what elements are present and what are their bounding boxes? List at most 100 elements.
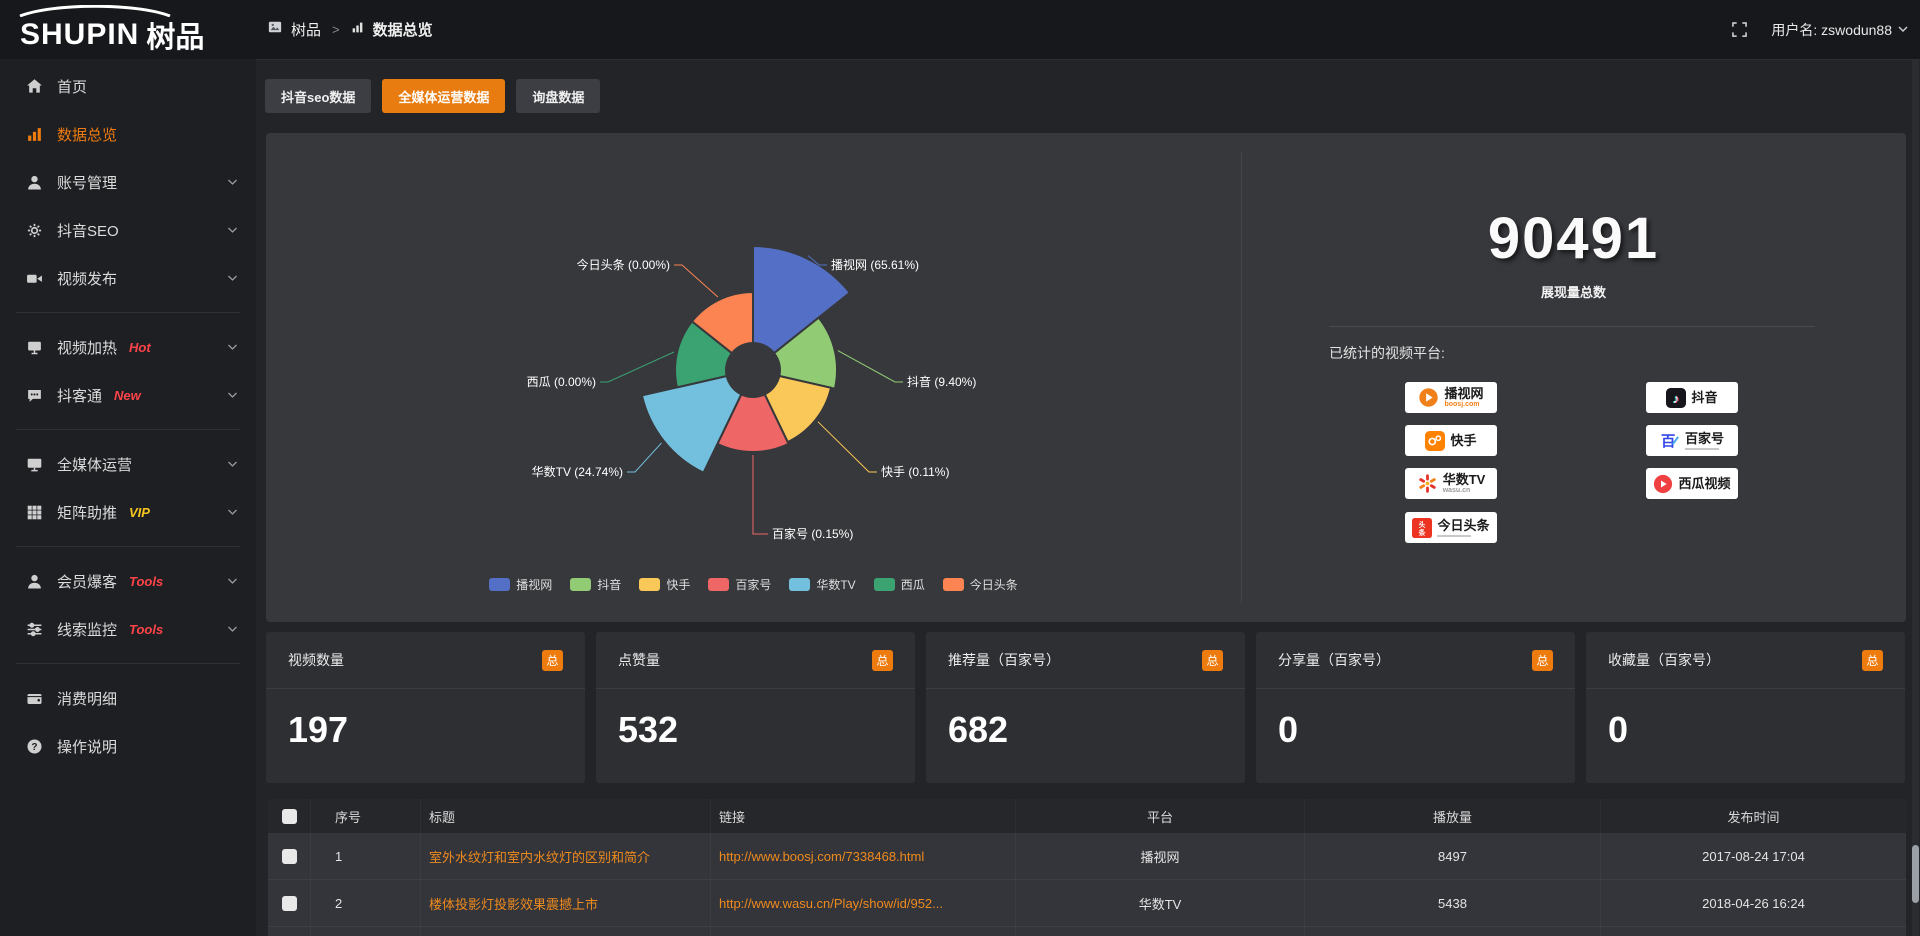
account-manage-icon: [26, 173, 44, 191]
sidebar-item-label: 线索监控: [57, 621, 118, 639]
row-checkbox[interactable]: [281, 848, 297, 864]
stat-card-header: 推荐量（百家号） 总: [926, 632, 1245, 689]
pie-slice-6[interactable]: [690, 290, 754, 355]
legend-item-2[interactable]: 快手: [639, 576, 690, 593]
column-header-4: 播放量: [1304, 799, 1600, 833]
stat-card-title: 收藏量（百家号）: [1608, 652, 1720, 668]
sidebar-item-label: 数据总览: [57, 126, 118, 144]
sidebar-item-matrix-boost[interactable]: 矩阵助推 VIP: [0, 488, 256, 536]
pie-label-leader: [627, 442, 662, 473]
user-menu[interactable]: 用户名: zswodun88: [1771, 20, 1908, 40]
pie-label-leader: [817, 421, 877, 473]
platform-badge-wasu: 华数TV wasu.cn: [1405, 468, 1497, 499]
sidebar-item-account-manage[interactable]: 账号管理: [0, 158, 256, 206]
sidebar: SHUPIN 树品 首页数据总览账号管理 抖音SEO 视频发布视频加热 Hot 抖客通 N…: [0, 0, 256, 936]
sidebar-item-clue-monitor[interactable]: 线索监控 Tools: [0, 605, 256, 653]
cell-plays: [1304, 927, 1600, 936]
bar-chart-icon: [351, 21, 364, 39]
sidebar-item-consume-detail[interactable]: 消费明细: [0, 674, 256, 722]
summary-divider: [1329, 326, 1815, 327]
cell-platform: 播视网: [1015, 833, 1304, 879]
svg-text:♪: ♪: [1674, 391, 1680, 406]
stat-card-3: 分享量（百家号） 总 0: [1256, 632, 1575, 783]
video-url-link[interactable]: http://www.wasu.cn/Play/show/id/952...: [719, 895, 943, 911]
stat-card-header: 分享量（百家号） 总: [1256, 632, 1575, 689]
legend-label: 抖音: [597, 578, 622, 592]
row-checkbox-cell: [268, 880, 310, 926]
legend-item-4[interactable]: 华数TV: [789, 576, 856, 593]
scrollbar-thumb[interactable]: [1912, 845, 1919, 903]
chevron-down-icon: [227, 578, 238, 585]
platform-subtext-bar: [1437, 534, 1472, 537]
app-logo[interactable]: SHUPIN 树品: [0, 0, 256, 59]
douyin-logo-icon: ♪ ♪ ♪: [1666, 387, 1687, 408]
fullscreen-icon[interactable]: [1732, 22, 1748, 37]
douketong-icon: [26, 386, 44, 404]
chevron-down-icon: [227, 179, 238, 186]
sidebar-item-badge: Hot: [129, 339, 151, 355]
column-header-0: 序号: [310, 799, 420, 833]
pie-label: 华数TV (24.74%): [532, 464, 623, 479]
stat-card-title: 点赞量: [618, 652, 660, 668]
chart-legend: 播视网 抖音 快手 百家号 华数TV 西瓜 今日头条: [266, 576, 1241, 593]
video-title-link[interactable]: 室外水纹灯和室内水纹灯的区别和简介: [429, 849, 651, 865]
sidebar-item-member-baoke[interactable]: 会员爆客 Tools: [0, 557, 256, 605]
cell-plays: 8497: [1304, 833, 1600, 879]
pie-slice-1[interactable]: [772, 316, 838, 390]
platform-name: 西瓜视频: [1678, 476, 1731, 491]
video-url-link[interactable]: http://www.boosj.com/7338468.html: [719, 848, 925, 864]
sidebar-item-home[interactable]: 首页: [0, 62, 256, 110]
tab-media-ops-data[interactable]: 全媒体运营数据: [382, 79, 506, 113]
sidebar-item-label: 全媒体运营: [57, 456, 133, 474]
breadcrumb-separator: >: [332, 22, 340, 37]
tab-bar: 抖音seo数据 全媒体运营数据 询盘数据: [265, 79, 601, 113]
stat-card-value: 682: [948, 709, 1009, 750]
legend-swatch: [570, 578, 592, 591]
breadcrumb-home[interactable]: 树品: [291, 22, 322, 39]
sidebar-item-help[interactable]: ? 操作说明: [0, 722, 256, 770]
videos-table: 序号 标题 链接 平台 播放量 发布时间 1 室外水纹灯和室内水纹灯的区别和简介 http://…: [268, 799, 1906, 936]
sidebar-item-label: 视频发布: [57, 270, 118, 288]
row-checkbox-cell: [268, 833, 310, 879]
legend-swatch: [942, 578, 964, 591]
select-all-checkbox[interactable]: [281, 808, 297, 824]
legend-item-1[interactable]: 抖音: [570, 576, 621, 593]
platform-name: 华数TV: [1442, 472, 1486, 487]
tab-inquiry-data[interactable]: 询盘数据: [516, 79, 601, 113]
pie-label: 抖音 (9.40%): [907, 374, 976, 389]
table-row: 2 楼体投影灯投影效果震撼上市 http://www.wasu.cn/Play/sh…: [268, 880, 1906, 927]
legend-item-0[interactable]: 播视网: [489, 576, 552, 593]
cell-time: [1600, 927, 1906, 936]
sidebar-item-media-ops[interactable]: 全媒体运营: [0, 440, 256, 488]
total-badge: 总: [1202, 649, 1223, 671]
chevron-down-icon: [227, 626, 238, 633]
legend-item-6[interactable]: 今日头条: [942, 576, 1018, 593]
sidebar-item-data-overview[interactable]: 数据总览: [0, 110, 256, 158]
row-checkbox[interactable]: [281, 895, 297, 911]
logo-text-en: SHUPIN: [20, 18, 140, 51]
svg-text:头: 头: [1419, 519, 1426, 528]
sidebar-item-label: 抖客通: [57, 387, 103, 405]
chevron-down-icon: [227, 227, 238, 234]
pie-slice-0[interactable]: [752, 244, 852, 355]
sidebar-item-douketong[interactable]: 抖客通 New: [0, 371, 256, 419]
video-heat-icon: [26, 338, 44, 356]
legend-item-5[interactable]: 西瓜: [873, 576, 925, 593]
legend-item-3[interactable]: 百家号: [708, 576, 771, 593]
platform-name: 今日头条: [1437, 517, 1490, 533]
data-overview-icon: [26, 125, 44, 143]
picture-icon: [268, 20, 282, 39]
sidebar-item-douyin-seo[interactable]: 抖音SEO: [0, 206, 256, 254]
pie-slice-4[interactable]: [640, 374, 743, 475]
chevron-down-icon: [227, 275, 238, 282]
platform-badge-douyin: ♪ ♪ ♪ 抖音: [1646, 382, 1738, 413]
tab-douyin-seo-data[interactable]: 抖音seo数据: [265, 79, 372, 113]
total-badge: 总: [1532, 649, 1553, 671]
sidebar-item-video-heat[interactable]: 视频加热 Hot: [0, 323, 256, 371]
pie-label-leader: [600, 351, 675, 383]
stat-card-0: 视频数量 总 197: [266, 632, 585, 783]
sidebar-item-video-publish[interactable]: 视频发布: [0, 254, 256, 302]
rose-pie-chart[interactable]: 播视网 (65.61%) 抖音 (9.40%) 快手 (0.11%) 百家号 (0.1…: [266, 133, 1241, 573]
video-title-link[interactable]: 楼体投影灯投影效果震撼上市: [429, 896, 599, 912]
pie-label-leader: [674, 264, 719, 298]
